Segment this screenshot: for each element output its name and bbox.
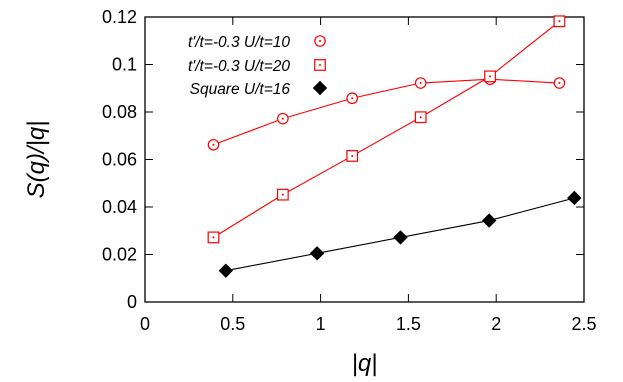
y-tick-label: 0.08	[102, 102, 137, 122]
x-tick-label: 0	[140, 314, 150, 334]
series-line	[213, 78, 560, 146]
data-point-center	[419, 82, 422, 85]
data-point	[567, 190, 582, 206]
data-point-center	[281, 117, 284, 120]
data-point-center	[489, 75, 492, 78]
legend-marker-center	[319, 64, 321, 66]
legend-marker-center	[319, 40, 321, 42]
legend-entry-2: Square U/t=16	[190, 80, 328, 98]
series-line	[213, 20, 560, 238]
x-axis-ticks: 0 0.5 1 1.5 2 2.5	[140, 17, 597, 334]
y-tick-label: 0.02	[102, 245, 137, 265]
data-point	[393, 230, 408, 245]
legend-label: Square U/t=16	[190, 81, 291, 98]
y-axis-ticks: 0 0.02 0.04 0.06 0.08 0.1 0.12	[102, 7, 584, 312]
x-axis-label: |q|	[352, 350, 378, 377]
legend-entry-0: t'/t=-0.3 U/t=10	[188, 34, 326, 51]
legend-marker	[312, 80, 328, 96]
data-point	[481, 213, 497, 228]
data-point-center	[281, 193, 284, 196]
data-point-center	[558, 20, 561, 23]
data-point-center	[351, 97, 354, 100]
x-tick-label: 0.5	[220, 314, 245, 334]
y-tick-label: 0	[127, 292, 137, 312]
legend: t'/t=-0.3 U/t=10 t'/t=-0.3 U/t=20 Square U…	[188, 34, 328, 98]
y-tick-label: 0.1	[112, 55, 137, 75]
data-point-center	[419, 116, 422, 119]
data-point-center	[212, 236, 215, 239]
x-tick-label: 2.5	[571, 314, 596, 334]
series-2	[218, 190, 582, 278]
x-tick-label: 1	[316, 314, 326, 334]
legend-label: t'/t=-0.3 U/t=20	[188, 58, 290, 75]
y-tick-label: 0.04	[102, 197, 137, 217]
legend-entry-1: t'/t=-0.3 U/t=20	[188, 58, 326, 75]
data-point-center	[558, 82, 561, 85]
series-layer	[207, 15, 582, 278]
data-point	[309, 246, 325, 261]
y-axis-label: S(q)/|q|	[23, 121, 50, 199]
x-tick-label: 1.5	[396, 314, 421, 334]
data-point-center	[212, 143, 215, 146]
data-point	[218, 263, 233, 278]
series-1	[207, 15, 566, 244]
legend-label: t'/t=-0.3 U/t=10	[188, 34, 290, 51]
x-tick-label: 2	[491, 314, 501, 334]
y-tick-label: 0.06	[102, 150, 137, 170]
y-tick-label: 0.12	[102, 7, 137, 27]
data-point-center	[351, 154, 354, 157]
